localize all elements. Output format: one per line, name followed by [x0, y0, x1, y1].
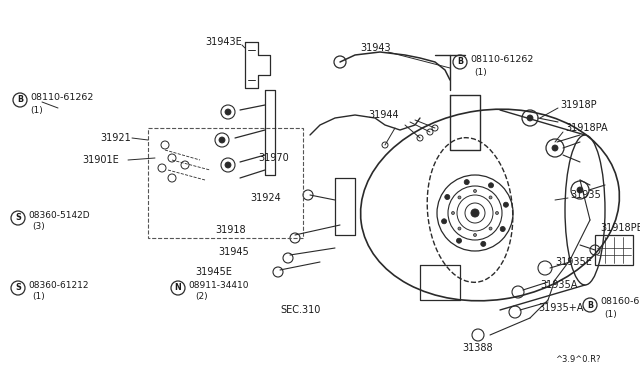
Text: 31945E: 31945E [195, 267, 232, 277]
Circle shape [471, 209, 479, 217]
Circle shape [552, 145, 558, 151]
Text: (2): (2) [195, 292, 207, 301]
Circle shape [474, 189, 477, 192]
Text: 31935: 31935 [570, 190, 601, 200]
Text: S: S [15, 214, 21, 222]
Circle shape [489, 227, 492, 230]
Text: 31943: 31943 [360, 43, 390, 53]
Circle shape [527, 115, 533, 121]
Text: (3): (3) [32, 222, 45, 231]
Circle shape [303, 190, 313, 200]
Circle shape [432, 125, 438, 131]
Circle shape [577, 187, 583, 193]
Text: 08360-5142D: 08360-5142D [28, 211, 90, 219]
Circle shape [445, 195, 450, 199]
Text: 08360-61212: 08360-61212 [28, 280, 88, 289]
Circle shape [489, 196, 492, 199]
Text: 31388: 31388 [462, 343, 493, 353]
Circle shape [382, 142, 388, 148]
Text: B: B [587, 301, 593, 310]
Text: 31935E: 31935E [555, 257, 592, 267]
Text: 31924: 31924 [250, 193, 281, 203]
Text: 08911-34410: 08911-34410 [188, 280, 248, 289]
Text: 08110-61262: 08110-61262 [30, 93, 93, 103]
Text: N: N [175, 283, 181, 292]
Circle shape [442, 219, 447, 224]
Circle shape [451, 212, 454, 215]
Text: (1): (1) [604, 310, 617, 318]
Text: 31944: 31944 [368, 110, 399, 120]
Text: 31921: 31921 [100, 133, 131, 143]
Circle shape [417, 135, 423, 141]
Text: 31918P: 31918P [560, 100, 596, 110]
Text: 31945: 31945 [218, 247, 249, 257]
Circle shape [458, 196, 461, 199]
Text: 31918PA: 31918PA [565, 123, 607, 133]
Text: B: B [457, 58, 463, 67]
Circle shape [500, 227, 505, 231]
Circle shape [495, 212, 499, 215]
Circle shape [225, 109, 231, 115]
Text: S: S [15, 283, 21, 292]
Circle shape [225, 162, 231, 168]
Text: 31935A: 31935A [540, 280, 577, 290]
Circle shape [219, 137, 225, 143]
Circle shape [481, 241, 486, 246]
Text: 31935+A: 31935+A [538, 303, 584, 313]
Text: 31943E: 31943E [205, 37, 242, 47]
Circle shape [474, 234, 477, 237]
Text: B: B [17, 96, 23, 105]
Circle shape [456, 238, 461, 243]
Circle shape [458, 227, 461, 230]
Text: SEC.310: SEC.310 [280, 305, 321, 315]
Text: 08110-61262: 08110-61262 [470, 55, 533, 64]
Text: (1): (1) [474, 67, 487, 77]
Text: 08160-61610: 08160-61610 [600, 298, 640, 307]
Text: 31901E: 31901E [82, 155, 119, 165]
Circle shape [504, 202, 508, 207]
Text: ^3.9^0.R?: ^3.9^0.R? [555, 356, 600, 365]
Text: 31918PB: 31918PB [600, 223, 640, 233]
Text: 31918: 31918 [215, 225, 246, 235]
Text: (1): (1) [30, 106, 43, 115]
Circle shape [427, 129, 433, 135]
Circle shape [488, 183, 493, 188]
Text: 31970: 31970 [258, 153, 289, 163]
Text: (1): (1) [32, 292, 45, 301]
Circle shape [464, 180, 469, 185]
Bar [148, 128, 303, 238]
